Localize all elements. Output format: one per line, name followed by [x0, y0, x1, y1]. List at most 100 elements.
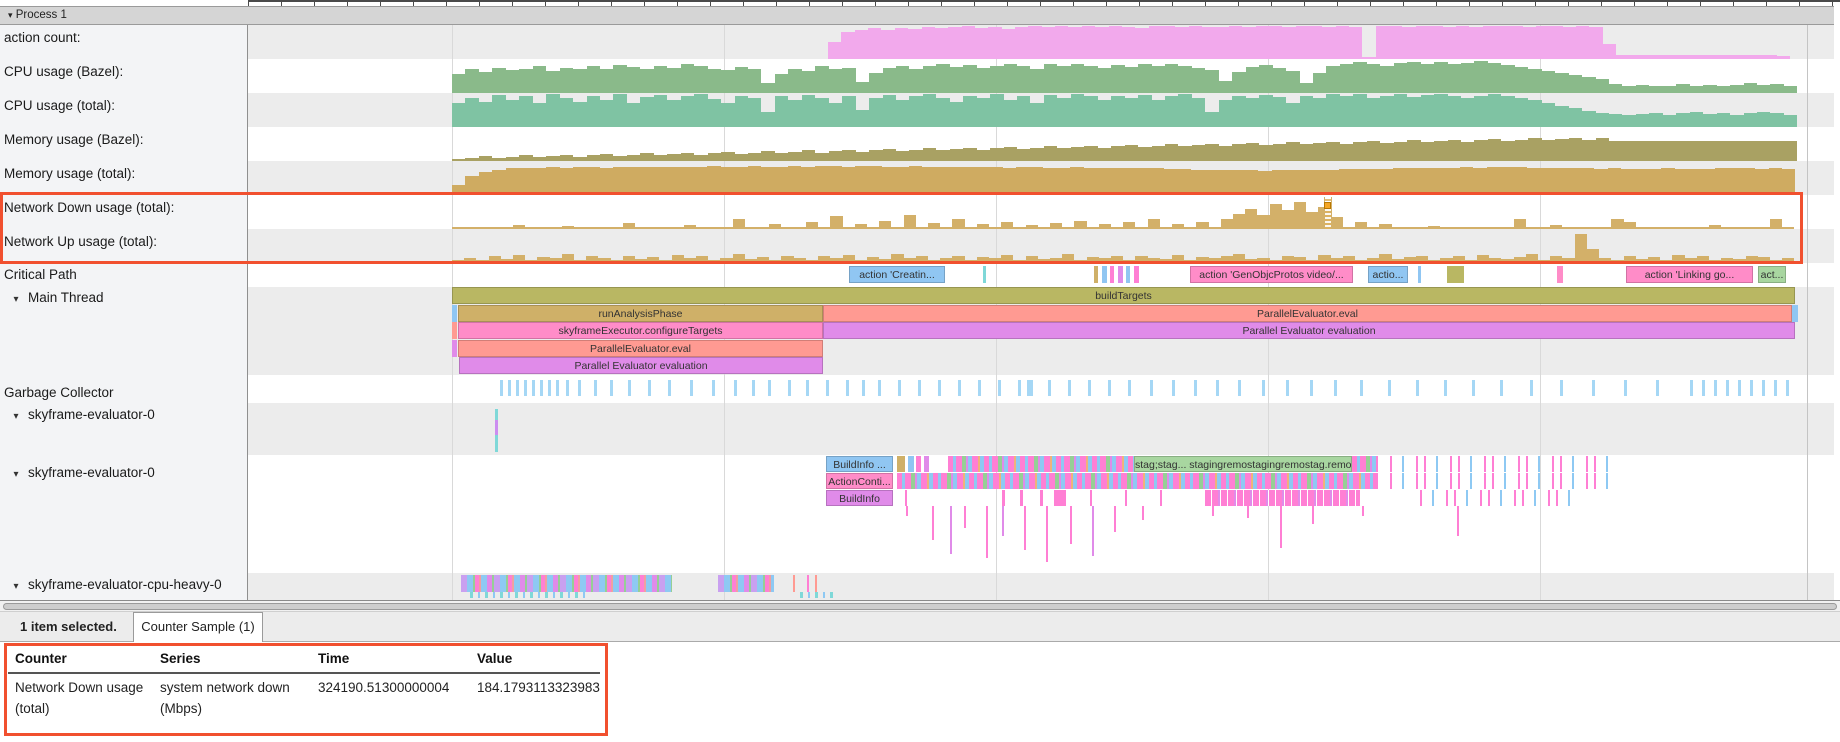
- gc-tick[interactable]: [998, 380, 1001, 396]
- gc-tick[interactable]: [826, 380, 829, 396]
- main-thread-slice[interactable]: Parallel Evaluator evaluation: [823, 322, 1795, 339]
- critical-path-sliver[interactable]: [1418, 266, 1421, 283]
- evaluator0b-sliver[interactable]: [1390, 473, 1608, 489]
- evaluator0b-drip[interactable]: [1280, 506, 1282, 548]
- gc-tick[interactable]: [898, 380, 901, 396]
- gc-tick[interactable]: [1262, 380, 1265, 396]
- counter-chart-mem-total[interactable]: [452, 161, 1795, 195]
- gc-tick[interactable]: [1334, 380, 1337, 396]
- cpu-heavy-sliver[interactable]: [807, 575, 809, 592]
- collapse-triangle-icon[interactable]: ▾: [13, 581, 19, 592]
- gc-tick[interactable]: [628, 380, 631, 396]
- gc-tick[interactable]: [878, 380, 881, 396]
- gc-tick[interactable]: [1656, 380, 1659, 396]
- cpu-heavy-sub-band[interactable]: [800, 592, 835, 598]
- sidebar-item-skyframe-evaluator-cpu-heavy-0[interactable]: ▾ skyframe-evaluator-cpu-heavy-0: [4, 577, 221, 592]
- evaluator0b-sliver[interactable]: [1352, 456, 1378, 472]
- gc-tick[interactable]: [1416, 380, 1419, 396]
- gc-tick[interactable]: [1088, 380, 1091, 396]
- gc-tick[interactable]: [1726, 380, 1729, 396]
- collapse-triangle-icon[interactable]: ▾: [13, 411, 19, 422]
- gc-tick[interactable]: [806, 380, 809, 396]
- gc-tick[interactable]: [1150, 380, 1153, 396]
- gc-tick[interactable]: [712, 380, 715, 396]
- evaluator0b-drip[interactable]: [932, 506, 934, 540]
- gc-tick[interactable]: [1310, 380, 1313, 396]
- evaluator0b-sliver[interactable]: [1090, 490, 1092, 506]
- evaluator0b-sliver[interactable]: [1205, 490, 1360, 506]
- evaluator0b-sliver[interactable]: [1002, 490, 1005, 506]
- gc-tick[interactable]: [516, 380, 519, 396]
- gc-tick[interactable]: [1530, 380, 1533, 396]
- gc-tick[interactable]: [1194, 380, 1197, 396]
- gc-tick[interactable]: [958, 380, 961, 396]
- counter-chart-action-count[interactable]: [828, 25, 1790, 59]
- gc-tick[interactable]: [862, 380, 865, 396]
- selected-sample-column[interactable]: [1324, 197, 1332, 229]
- gc-tick[interactable]: [1786, 380, 1789, 396]
- critical-path-sliver[interactable]: [1102, 266, 1107, 283]
- critical-path-sliver[interactable]: [1094, 266, 1098, 283]
- gc-tick[interactable]: [1592, 380, 1595, 396]
- critical-path-slice[interactable]: actio...: [1368, 266, 1408, 283]
- evaluator0a-slice[interactable]: [495, 409, 498, 452]
- gc-tick[interactable]: [918, 380, 921, 396]
- critical-path-slice[interactable]: act...: [1758, 266, 1786, 283]
- cpu-heavy-sub-band[interactable]: [470, 592, 590, 598]
- gc-tick[interactable]: [1738, 380, 1741, 396]
- evaluator0b-drip[interactable]: [964, 506, 966, 528]
- main-thread-sliver[interactable]: [452, 340, 457, 357]
- evaluator0b-drip[interactable]: [906, 506, 908, 516]
- gc-tick[interactable]: [1762, 380, 1765, 396]
- evaluator0b-sliver[interactable]: [1040, 490, 1043, 506]
- gc-tick[interactable]: [978, 380, 981, 396]
- evaluator0b-drip[interactable]: [1312, 506, 1314, 524]
- gc-tick[interactable]: [556, 380, 559, 396]
- evaluator0b-drip[interactable]: [950, 506, 952, 554]
- gc-tick[interactable]: [752, 380, 755, 396]
- gc-tick[interactable]: [1018, 380, 1021, 396]
- critical-path-sliver[interactable]: [1134, 266, 1139, 283]
- counter-chart-net-down[interactable]: [452, 195, 1795, 229]
- counter-chart-mem-bazel[interactable]: [452, 127, 1797, 161]
- gc-tick[interactable]: [508, 380, 511, 396]
- cpu-heavy-sliver[interactable]: [793, 575, 795, 592]
- scrollbar-thumb[interactable]: [3, 603, 1837, 610]
- gc-tick[interactable]: [1774, 380, 1777, 396]
- critical-path-sliver[interactable]: [1110, 266, 1114, 283]
- timeline-canvas[interactable]: action 'Creatin... action 'GenObjcProtos …: [248, 25, 1834, 600]
- gc-tick[interactable]: [1360, 380, 1363, 396]
- critical-path-sliver[interactable]: [1126, 266, 1130, 283]
- tab-counter-sample[interactable]: Counter Sample (1): [133, 612, 263, 642]
- selected-sample-dot[interactable]: [1324, 202, 1331, 209]
- main-thread-sliver[interactable]: [1792, 305, 1798, 322]
- gc-tick[interactable]: [734, 380, 737, 396]
- gc-tick[interactable]: [540, 380, 543, 396]
- evaluator0b-sliver[interactable]: [1125, 490, 1127, 506]
- main-thread-slice[interactable]: skyframeExecutor.configureTargets: [458, 322, 823, 339]
- cpu-heavy-sliver[interactable]: [815, 575, 817, 592]
- counter-chart-net-up[interactable]: [452, 229, 1795, 263]
- gc-tick[interactable]: [1286, 380, 1289, 396]
- evaluator0b-sliver[interactable]: [924, 456, 929, 472]
- gc-tick[interactable]: [690, 380, 693, 396]
- gc-tick[interactable]: [1714, 380, 1717, 396]
- gc-tick[interactable]: [668, 380, 671, 396]
- evaluator0b-slice[interactable]: BuildInfo ...: [826, 456, 893, 472]
- gc-tick[interactable]: [1388, 380, 1391, 396]
- gc-tick[interactable]: [788, 380, 791, 396]
- main-thread-slice[interactable]: buildTargets: [452, 287, 1795, 304]
- gc-tick[interactable]: [1128, 380, 1131, 396]
- evaluator0b-sliver[interactable]: [905, 490, 907, 506]
- gc-tick[interactable]: [1048, 380, 1051, 396]
- collapse-triangle-icon[interactable]: ▾: [13, 469, 19, 480]
- main-thread-slice[interactable]: ParallelEvaluator.eval: [458, 340, 823, 357]
- main-thread-sliver[interactable]: [452, 305, 457, 322]
- cpu-heavy-band[interactable]: [718, 575, 774, 592]
- evaluator0b-sliver[interactable]: [1054, 490, 1066, 506]
- evaluator0b-sliver[interactable]: [1020, 490, 1023, 506]
- evaluator0b-slice[interactable]: BuildInfo: [826, 490, 893, 506]
- process-group-header[interactable]: ▾ Process 1: [0, 6, 1834, 25]
- gc-tick[interactable]: [1702, 380, 1705, 396]
- counter-chart-cpu-bazel[interactable]: [452, 59, 1797, 93]
